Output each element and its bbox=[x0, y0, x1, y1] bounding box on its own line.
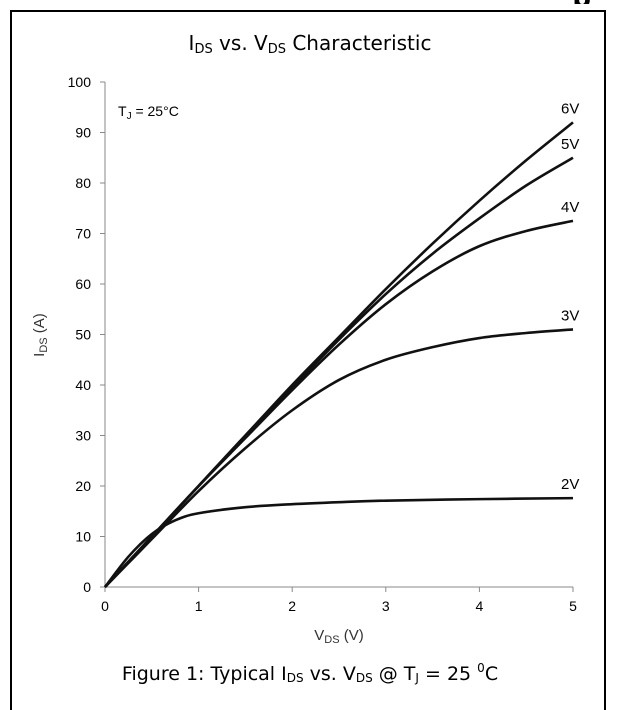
x-tick-label: 2 bbox=[288, 598, 296, 614]
y-tick-label: 40 bbox=[75, 377, 91, 393]
y-tick-label: 70 bbox=[75, 226, 91, 242]
figure-caption: Figure 1: Typical IDS vs. VDS @ TJ = 25 … bbox=[122, 661, 498, 685]
series-label-3V: 3V bbox=[561, 307, 579, 324]
y-tick-label: 60 bbox=[75, 276, 91, 292]
y-tick-label: 90 bbox=[75, 125, 91, 141]
y-tick-label: 100 bbox=[68, 74, 92, 90]
page-header-text: p bbox=[572, 0, 591, 4]
y-tick-label: 0 bbox=[83, 579, 91, 595]
x-tick-label: 5 bbox=[569, 598, 577, 614]
x-tick-label: 3 bbox=[382, 598, 390, 614]
series-label-4V: 4V bbox=[561, 199, 579, 216]
x-tick-label: 4 bbox=[476, 598, 484, 614]
series-line-2V bbox=[103, 496, 574, 588]
series-label-2V: 2V bbox=[561, 476, 579, 493]
chart-title: IDS vs. VDS Characteristic bbox=[189, 31, 432, 57]
x-axis-label: VDS (V) bbox=[314, 627, 363, 646]
series-line-3V bbox=[104, 328, 574, 588]
series-line-5V bbox=[104, 156, 574, 588]
x-tick-label: 1 bbox=[195, 598, 203, 614]
series-label-6V: 6V bbox=[561, 100, 579, 117]
series-line-6V bbox=[104, 121, 574, 588]
x-tick-label: 0 bbox=[101, 598, 109, 614]
series-labels-group: 2V 3V 4V 5V 6V bbox=[561, 100, 579, 493]
y-tick-label: 20 bbox=[75, 478, 91, 494]
curves-group bbox=[103, 121, 574, 588]
y-tick-label: 50 bbox=[75, 327, 91, 343]
series-label-5V: 5V bbox=[561, 136, 579, 153]
series-line-4V bbox=[104, 219, 574, 588]
y-tick-label: 30 bbox=[75, 428, 91, 444]
temperature-annotation: TJ = 25°C bbox=[118, 103, 179, 122]
page-header-fragment: p bbox=[300, 0, 621, 4]
axes-group bbox=[100, 81, 574, 592]
figure-frame bbox=[10, 10, 606, 710]
y-axis-label: IDS (A) bbox=[31, 313, 50, 357]
tick-labels-group: 0 10 20 30 40 50 60 70 80 90 100 0 1 2 3 4 5 bbox=[68, 74, 577, 614]
y-tick-label: 10 bbox=[75, 529, 91, 545]
y-tick-label: 80 bbox=[75, 175, 91, 191]
